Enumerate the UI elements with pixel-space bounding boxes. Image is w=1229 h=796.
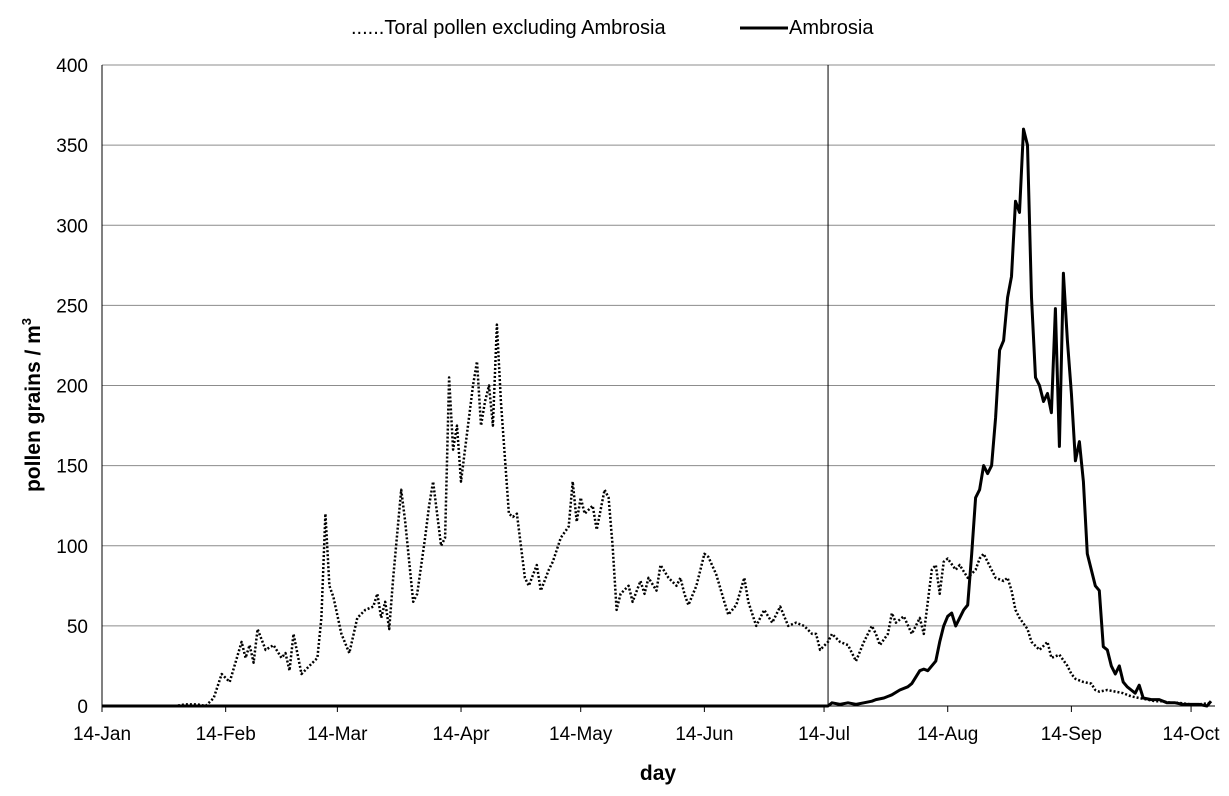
y-tick-label: 200 [56,377,88,398]
series-line-ambrosia [102,127,1213,708]
x-tick-label: 14-Sep [1041,724,1102,745]
x-tick-label: 14-Aug [917,724,978,745]
y-tick-label: 400 [56,56,88,77]
legend-label-ambrosia: Ambrosia [789,17,874,39]
y-axis-tick-labels: 0 50 100 150 200 250 300 350 400 [56,56,88,718]
x-tick-label: 14-Apr [433,724,491,745]
y-tick-label: 0 [77,697,88,718]
y-tick-label: 250 [56,296,88,317]
x-axis-title: day [640,762,677,785]
y-axis-title: pollen grains / m3 [19,318,45,492]
gridlines [102,64,1215,627]
x-tick-label: 14-Feb [196,724,256,745]
x-tick-label: 14-Jun [675,724,733,745]
y-axis-title-text: pollen grains / m [22,325,45,492]
x-tick-label: 14-Jul [798,724,850,745]
x-tick-label: 14-Oct [1163,724,1221,745]
x-tick-label: 14-Mar [307,724,368,745]
y-tick-label: 100 [56,537,88,558]
x-tick-label: 14-May [549,724,613,745]
y-tick-label: 150 [56,457,88,478]
y-tick-label: 50 [67,617,88,638]
y-axis-title-superscript: 3 [19,318,34,325]
x-tick-label: 14-Jan [73,724,131,745]
y-tick-label: 300 [56,216,88,237]
y-tick-label: 350 [56,136,88,157]
x-axis-tick-labels: 14-Jan 14-Feb 14-Mar 14-Apr 14-May 14-Jun 14-J… [73,706,1220,745]
data-series [102,127,1213,708]
legend-label-total-pollen: ......Toral pollen excluding Ambrosia [351,17,666,39]
series-line-total-pollen [102,323,1212,708]
legend: ......Toral pollen excluding Ambrosia Am… [351,17,874,39]
